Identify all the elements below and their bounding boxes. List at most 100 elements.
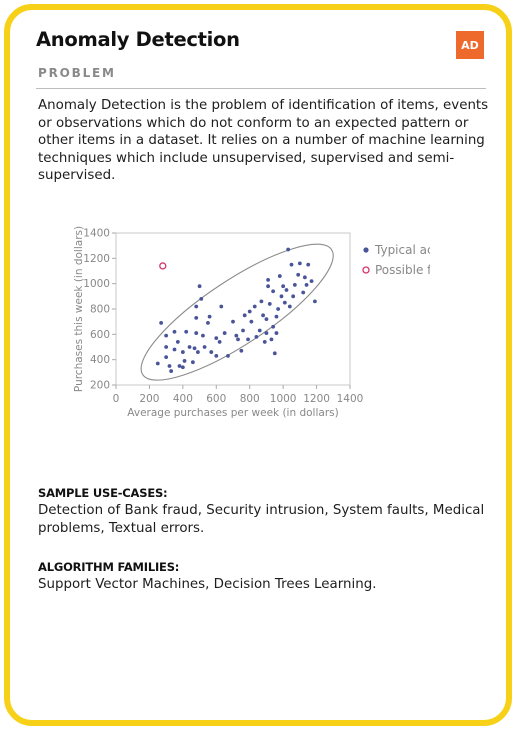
typical-point (241, 329, 245, 333)
y-tick-label: 400 (90, 354, 110, 366)
typical-point (253, 305, 257, 309)
typical-point (191, 360, 195, 364)
typical-point (261, 313, 265, 317)
typical-point (281, 284, 285, 288)
typical-point (266, 284, 270, 288)
legend-fraud-label: Possible fraud (375, 263, 430, 277)
typical-point (239, 349, 243, 353)
typical-point (303, 275, 307, 279)
typical-point (243, 313, 247, 317)
typical-point (188, 345, 192, 349)
chart-axes: 0 200 400 600 800 1000 1200 1400200400600800100… (73, 226, 363, 419)
typical-point (290, 263, 294, 267)
typical-point (214, 354, 218, 358)
x-tick-label: 1000 (270, 393, 297, 405)
y-tick-label: 600 (90, 329, 110, 341)
typical-point (198, 284, 202, 288)
ad-badge: AD (456, 31, 484, 59)
typical-point (255, 335, 259, 339)
typical-point (234, 334, 238, 338)
y-axis-label: Purchases this week (in dollars) (73, 226, 85, 392)
typical-point (265, 317, 269, 321)
typical-point (164, 345, 168, 349)
typical-point (194, 331, 198, 335)
typical-point (248, 310, 252, 314)
typical-point (276, 307, 280, 311)
typical-point (263, 340, 267, 344)
algorithm-families-heading: ALGORITHM FAMILIES: (38, 560, 179, 574)
typical-point (214, 336, 218, 340)
plot-frame (116, 233, 350, 385)
typical-point (176, 340, 180, 344)
typical-point (194, 305, 198, 309)
typical-point (291, 294, 295, 298)
typical-point (194, 316, 198, 320)
typical-point (306, 263, 310, 267)
typical-point (260, 300, 264, 304)
typical-point (208, 315, 212, 319)
legend-typical-label: Typical activity (374, 243, 430, 257)
typical-point (168, 364, 172, 368)
typical-point (280, 294, 284, 298)
typical-point (201, 334, 205, 338)
fraud-point (160, 263, 166, 269)
typical-point (258, 329, 262, 333)
scatter-chart: 0 200 400 600 800 1000 1200 1400200400600800100… (70, 225, 430, 435)
typical-point (293, 283, 297, 287)
typical-point (249, 320, 253, 324)
typical-point (164, 355, 168, 359)
typical-point (275, 331, 279, 335)
typical-point (270, 338, 274, 342)
typical-point (286, 248, 290, 252)
typical-point (273, 351, 277, 355)
typical-point (181, 350, 185, 354)
typical-point (193, 346, 197, 350)
typical-point (305, 283, 309, 287)
x-tick-label: 1200 (303, 393, 330, 405)
typical-point (164, 334, 168, 338)
x-axis-label: Average purchases per week (in dollars) (127, 407, 338, 419)
typical-point (298, 262, 302, 266)
y-tick-label: 200 (90, 380, 110, 392)
typical-point (156, 362, 160, 366)
typical-point (173, 348, 177, 352)
x-tick-label: 200 (139, 393, 159, 405)
typical-point (203, 345, 207, 349)
cluster-ellipse (125, 225, 349, 401)
typical-point (219, 305, 223, 309)
use-cases-heading: SAMPLE USE-CASES: (38, 486, 167, 500)
legend-fraud-marker (363, 267, 369, 273)
typical-point (184, 330, 188, 334)
typical-point (288, 305, 292, 309)
typical-point (271, 289, 275, 293)
chart-grid (116, 233, 350, 385)
x-tick-label: 1400 (337, 393, 364, 405)
legend-typical-marker (363, 247, 368, 252)
typical-point (266, 278, 270, 282)
x-tick-label: 600 (206, 393, 226, 405)
section-label-problem: PROBLEM (38, 66, 116, 80)
typical-point (178, 364, 182, 368)
chart-legend: Typical activity Possible fraud (363, 243, 430, 277)
typical-point (169, 369, 173, 373)
typical-point (209, 350, 213, 354)
x-tick-label: 800 (240, 393, 260, 405)
x-tick-label: 0 (113, 393, 120, 405)
algorithm-families-text: Support Vector Machines, Decision Trees … (38, 576, 488, 594)
typical-point (285, 288, 289, 292)
typical-point (275, 315, 279, 319)
y-tick-label: 1200 (83, 253, 110, 265)
typical-point (226, 354, 230, 358)
typical-point (223, 331, 227, 335)
typical-point (265, 331, 269, 335)
typical-point (181, 365, 185, 369)
section-divider (36, 88, 486, 89)
typical-point (278, 274, 282, 278)
typical-point (268, 302, 272, 306)
typical-point (199, 297, 203, 301)
typical-point (173, 330, 177, 334)
typical-point (271, 325, 275, 329)
typical-point (231, 320, 235, 324)
typical-point (301, 291, 305, 295)
use-cases-text: Detection of Bank fraud, Security intrus… (38, 502, 488, 537)
